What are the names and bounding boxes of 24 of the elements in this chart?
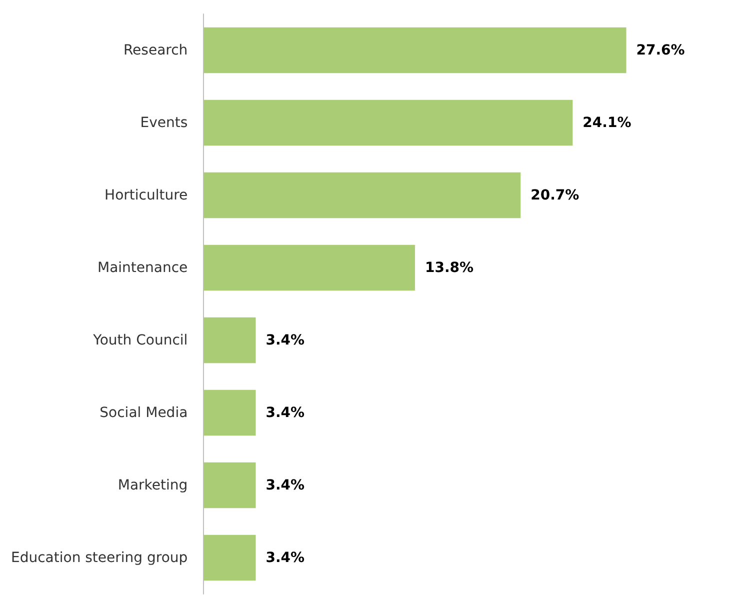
bar: [204, 317, 256, 364]
data-label: 3.4%: [266, 404, 305, 421]
bar: [204, 462, 256, 508]
data-label: 13.8%: [424, 260, 474, 276]
data-label: 3.4%: [266, 477, 305, 494]
y-tick-label: Youth Council: [92, 332, 188, 348]
data-label: 3.4%: [266, 332, 305, 348]
y-tick-label: Events: [140, 114, 188, 131]
bar: [204, 172, 521, 218]
y-tick-label: Research: [123, 42, 188, 58]
data-label: 20.7%: [530, 187, 580, 204]
bar: [204, 244, 415, 291]
y-tick-label: Social Media: [100, 404, 188, 421]
y-tick-label: Education steering group: [10, 550, 188, 566]
data-label: 24.1%: [582, 114, 632, 131]
data-label: 27.6%: [636, 42, 685, 58]
bar: [204, 390, 256, 436]
y-tick-label: Horticulture: [104, 187, 188, 204]
bar: [204, 534, 256, 581]
bar: [204, 27, 626, 74]
data-label: 3.4%: [266, 550, 305, 566]
bar: [204, 100, 573, 146]
y-tick-label: Maintenance: [98, 260, 188, 276]
y-tick-label: Marketing: [118, 477, 188, 494]
